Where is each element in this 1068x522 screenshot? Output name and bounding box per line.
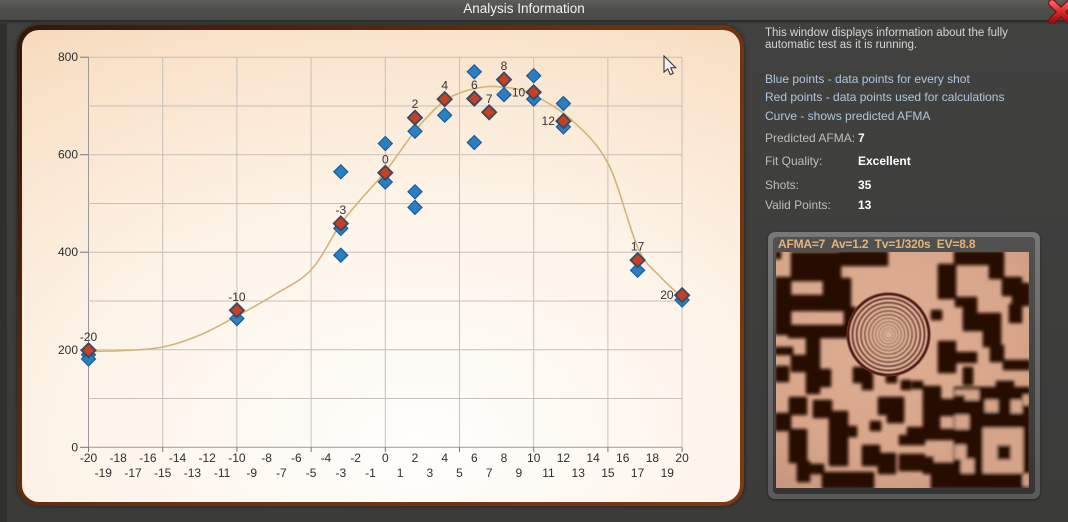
svg-text:6: 6 — [471, 78, 478, 92]
svg-text:8: 8 — [501, 59, 508, 73]
svg-text:-7: -7 — [276, 466, 287, 480]
svg-text:10: 10 — [527, 451, 541, 465]
svg-text:18: 18 — [646, 451, 660, 465]
svg-text:4: 4 — [441, 451, 448, 465]
svg-text:19: 19 — [661, 466, 675, 480]
svg-text:15: 15 — [601, 466, 615, 480]
svg-text:-12: -12 — [199, 451, 217, 465]
svg-text:400: 400 — [58, 245, 78, 259]
svg-text:3: 3 — [426, 466, 433, 480]
svg-text:14: 14 — [586, 451, 600, 465]
svg-text:1: 1 — [397, 466, 404, 480]
svg-text:-16: -16 — [139, 451, 157, 465]
svg-text:17: 17 — [631, 240, 645, 254]
svg-text:600: 600 — [58, 148, 78, 162]
svg-text:0: 0 — [382, 152, 389, 166]
svg-text:20: 20 — [660, 288, 674, 302]
svg-text:-5: -5 — [306, 466, 317, 480]
svg-text:-14: -14 — [169, 451, 187, 465]
svg-text:-18: -18 — [110, 451, 128, 465]
svg-text:-3: -3 — [335, 466, 346, 480]
svg-text:-10: -10 — [228, 451, 246, 465]
svg-text:6: 6 — [471, 451, 478, 465]
svg-text:11: 11 — [542, 466, 555, 480]
svg-text:12: 12 — [542, 114, 556, 128]
svg-text:-2: -2 — [350, 451, 361, 465]
svg-text:2: 2 — [412, 97, 419, 111]
svg-text:-1: -1 — [365, 466, 376, 480]
svg-text:10: 10 — [512, 85, 526, 99]
svg-text:8: 8 — [501, 451, 508, 465]
svg-text:-11: -11 — [214, 466, 231, 480]
svg-text:-4: -4 — [321, 451, 332, 465]
svg-text:800: 800 — [58, 50, 78, 64]
svg-text:-8: -8 — [261, 451, 272, 465]
svg-text:9: 9 — [516, 466, 523, 480]
svg-text:-20: -20 — [80, 330, 98, 344]
svg-text:-15: -15 — [154, 466, 172, 480]
svg-text:20: 20 — [675, 451, 689, 465]
svg-text:-3: -3 — [335, 203, 346, 217]
svg-text:-19: -19 — [95, 466, 113, 480]
svg-text:5: 5 — [456, 466, 463, 480]
svg-text:-13: -13 — [184, 466, 202, 480]
svg-text:7: 7 — [486, 466, 493, 480]
svg-text:-6: -6 — [291, 451, 302, 465]
svg-text:200: 200 — [58, 343, 78, 357]
svg-text:-10: -10 — [228, 290, 246, 304]
svg-text:7: 7 — [486, 92, 493, 106]
svg-text:-17: -17 — [124, 466, 142, 480]
svg-text:2: 2 — [412, 451, 419, 465]
svg-text:4: 4 — [441, 79, 448, 93]
svg-text:-9: -9 — [246, 466, 257, 480]
svg-text:17: 17 — [631, 466, 645, 480]
svg-text:0: 0 — [71, 440, 78, 454]
svg-text:0: 0 — [382, 451, 389, 465]
svg-text:12: 12 — [557, 451, 571, 465]
svg-text:16: 16 — [616, 451, 630, 465]
svg-text:-20: -20 — [80, 451, 98, 465]
svg-text:13: 13 — [572, 466, 586, 480]
